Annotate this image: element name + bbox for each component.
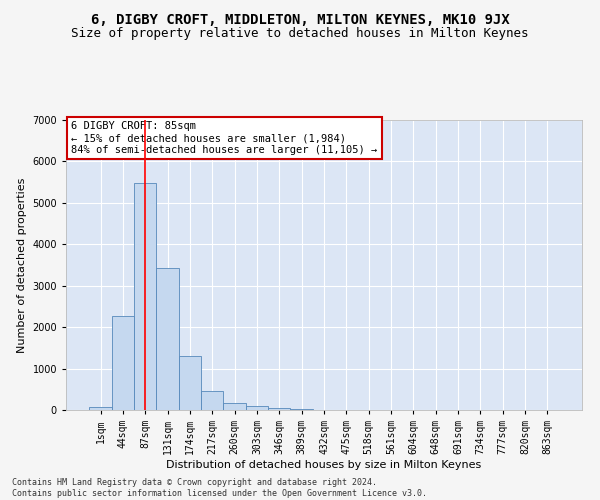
Text: 6 DIGBY CROFT: 85sqm
← 15% of detached houses are smaller (1,984)
84% of semi-de: 6 DIGBY CROFT: 85sqm ← 15% of detached h… bbox=[71, 122, 377, 154]
Bar bbox=[89, 407, 112, 410]
Bar bbox=[134, 183, 157, 410]
Text: Size of property relative to detached houses in Milton Keynes: Size of property relative to detached ho… bbox=[71, 28, 529, 40]
Bar bbox=[223, 403, 246, 410]
Bar bbox=[290, 408, 313, 410]
Text: 6, DIGBY CROFT, MIDDLETON, MILTON KEYNES, MK10 9JX: 6, DIGBY CROFT, MIDDLETON, MILTON KEYNES… bbox=[91, 12, 509, 26]
Bar bbox=[179, 356, 201, 410]
Text: Contains HM Land Registry data © Crown copyright and database right 2024.
Contai: Contains HM Land Registry data © Crown c… bbox=[12, 478, 427, 498]
Bar bbox=[157, 268, 179, 410]
Bar bbox=[112, 316, 134, 410]
Bar bbox=[201, 390, 223, 410]
Y-axis label: Number of detached properties: Number of detached properties bbox=[17, 178, 27, 352]
Bar bbox=[246, 406, 268, 410]
X-axis label: Distribution of detached houses by size in Milton Keynes: Distribution of detached houses by size … bbox=[166, 460, 482, 470]
Bar bbox=[268, 408, 290, 410]
